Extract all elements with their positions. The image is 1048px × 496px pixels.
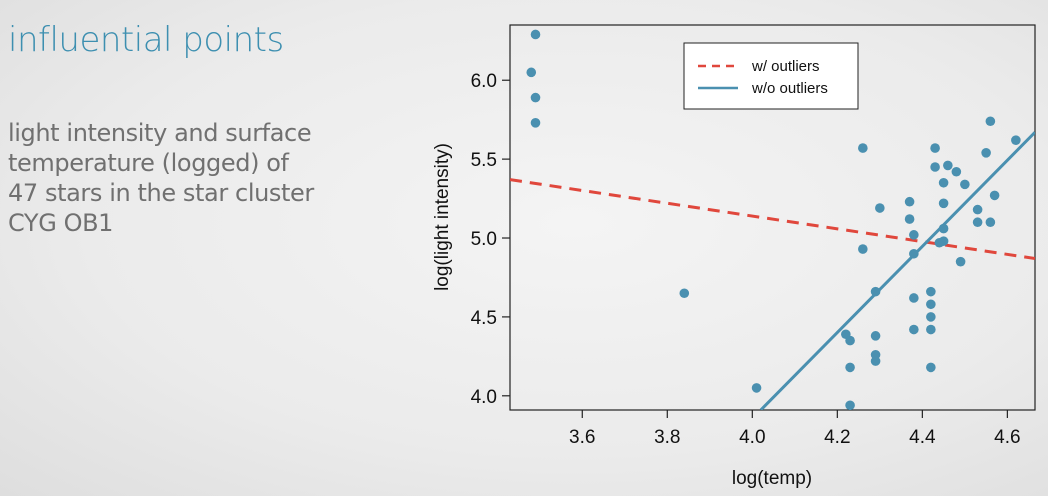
data-point xyxy=(875,203,885,213)
slide-description: light intensity and surface temperature … xyxy=(8,118,388,238)
y-tick-label: 5.5 xyxy=(471,150,497,171)
data-point xyxy=(909,293,919,303)
data-point xyxy=(679,288,690,299)
data-point xyxy=(972,204,983,215)
data-point xyxy=(985,217,996,228)
data-point xyxy=(870,331,881,341)
data-point xyxy=(904,214,915,224)
data-point xyxy=(845,335,855,346)
data-point xyxy=(909,230,919,240)
y-axis-title: log(light intensity) xyxy=(432,143,453,291)
x-tick-label: 4.0 xyxy=(739,427,765,448)
data-point xyxy=(960,179,970,190)
description-line: 47 stars in the star cluster xyxy=(8,179,314,207)
description-line: temperature (logged) of xyxy=(8,149,289,177)
data-point xyxy=(985,116,996,127)
data-point xyxy=(930,162,940,172)
data-point xyxy=(530,29,541,40)
data-point xyxy=(870,286,881,297)
data-point xyxy=(870,356,881,366)
data-point xyxy=(926,312,936,322)
regression-line-wo-outliers xyxy=(759,131,1035,410)
data-point xyxy=(926,362,936,373)
slide-title: influential points xyxy=(8,20,284,60)
data-point xyxy=(858,143,868,153)
data-point xyxy=(951,166,962,177)
x-tick-label: 3.6 xyxy=(569,427,595,448)
data-point xyxy=(926,286,936,297)
data-point xyxy=(938,177,949,188)
data-point xyxy=(926,324,936,335)
description-line: light intensity and surface xyxy=(8,119,312,147)
x-tick-label: 3.8 xyxy=(654,427,680,448)
data-point xyxy=(943,160,953,171)
legend-box xyxy=(683,42,859,110)
x-tick-label: 4.2 xyxy=(824,427,850,448)
regression-line-w-outliers xyxy=(510,178,1035,261)
data-point xyxy=(751,383,762,393)
description-line: CYG OB1 xyxy=(8,209,114,237)
y-tick-label: 6.0 xyxy=(471,71,497,92)
x-tick-label: 4.4 xyxy=(909,427,936,448)
x-axis-title: log(temp) xyxy=(732,468,812,489)
data-point xyxy=(845,400,855,410)
data-point xyxy=(909,248,919,259)
data-point xyxy=(530,118,541,128)
data-point xyxy=(530,92,541,103)
y-tick-label: 5.0 xyxy=(471,229,497,250)
data-point xyxy=(989,190,1000,201)
data-point xyxy=(972,217,983,228)
legend-label-wo-outliers: w/o outliers xyxy=(751,80,828,97)
data-point xyxy=(904,196,915,207)
y-tick-label: 4.0 xyxy=(471,387,497,408)
data-point xyxy=(926,299,936,310)
data-point xyxy=(938,223,949,234)
x-tick-label: 4.6 xyxy=(994,427,1020,448)
data-point xyxy=(981,148,991,158)
data-point xyxy=(526,67,537,78)
data-point xyxy=(845,362,855,373)
data-point xyxy=(955,256,966,267)
legend: w/ outliers w/o outliers xyxy=(683,42,859,110)
data-point xyxy=(938,236,949,246)
data-point xyxy=(858,244,868,254)
data-point xyxy=(909,324,919,335)
data-point xyxy=(1011,135,1021,145)
data-point xyxy=(938,198,949,209)
legend-label-w-outliers: w/ outliers xyxy=(751,58,820,75)
data-point xyxy=(930,143,940,153)
plot-frame xyxy=(509,24,1036,411)
y-tick-label: 4.5 xyxy=(471,308,497,329)
